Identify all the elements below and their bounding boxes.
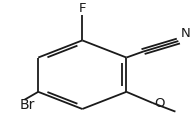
Text: N: N: [180, 27, 190, 40]
Text: Br: Br: [20, 98, 35, 112]
Text: F: F: [79, 2, 86, 15]
Text: O: O: [154, 97, 164, 110]
